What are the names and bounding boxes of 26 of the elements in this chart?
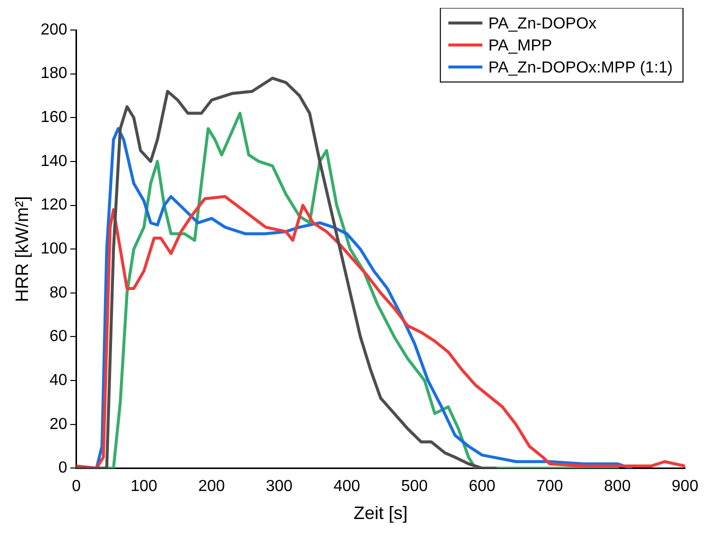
y-tick-label: 180 (40, 65, 68, 82)
legend-label: PA_Zn-DOPOx (488, 15, 597, 32)
x-tick-label: 100 (130, 478, 158, 496)
x-tick-label: 900 (672, 478, 698, 496)
y-tick-label: 120 (40, 196, 68, 214)
x-axis-title: Zeit [s] (354, 503, 408, 524)
x-tick-label: 800 (604, 478, 631, 496)
y-tick-label: 160 (40, 109, 68, 126)
legend-label: PA_Zn-DOPOx:MPP (1:1) (488, 59, 673, 76)
y-tick-label: 0 (58, 460, 68, 477)
y-tick-label: 200 (40, 21, 68, 38)
y-tick-label: 140 (40, 152, 68, 170)
x-tick-label: 400 (333, 478, 360, 496)
x-tick-label: 700 (536, 478, 564, 496)
x-tick-label: 500 (401, 478, 428, 496)
y-tick-label: 100 (40, 240, 68, 258)
y-axis-title: HRR [kW/m²] (12, 196, 32, 302)
x-tick-label: 600 (468, 478, 496, 496)
legend-label: PA_MPP (488, 37, 552, 54)
y-tick-label: 20 (50, 416, 68, 433)
y-tick-label: 80 (50, 284, 68, 302)
x-tick-label: 300 (266, 478, 293, 496)
x-tick-label: 200 (198, 478, 226, 496)
x-tick-label: 0 (72, 478, 81, 496)
y-tick-label: 40 (50, 372, 68, 389)
y-tick-label: 60 (50, 328, 68, 346)
